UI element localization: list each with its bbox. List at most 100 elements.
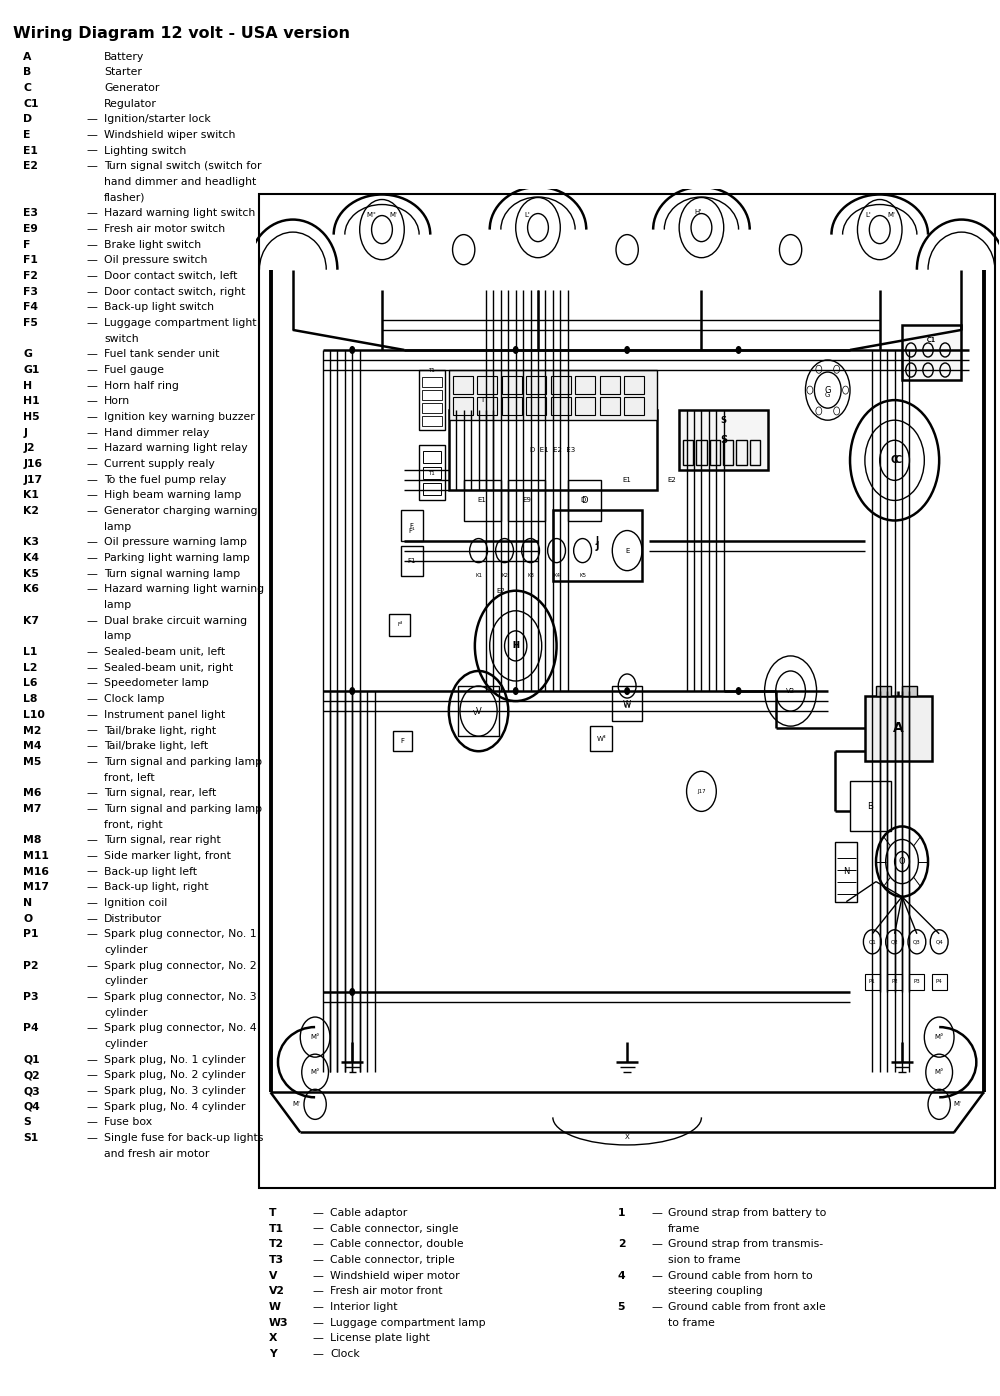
Text: —: —	[313, 1240, 323, 1249]
Text: C1: C1	[23, 99, 39, 109]
Text: —: —	[313, 1208, 323, 1217]
Text: cylinder: cylinder	[104, 1039, 148, 1048]
Text: Clock: Clock	[330, 1349, 360, 1358]
Text: Single fuse for back-up lights: Single fuse for back-up lights	[104, 1134, 263, 1143]
Text: Instrument panel light: Instrument panel light	[104, 709, 225, 720]
Text: Back-up light, right: Back-up light, right	[104, 882, 209, 892]
Text: Q3: Q3	[23, 1086, 40, 1096]
Text: —: —	[86, 726, 97, 736]
Text: Wiring Diagram 12 volt - USA version: Wiring Diagram 12 volt - USA version	[13, 27, 350, 42]
Text: F2: F2	[23, 271, 38, 281]
Text: Y: Y	[269, 1349, 276, 1358]
Text: frame: frame	[668, 1223, 700, 1234]
Text: flasher): flasher)	[104, 193, 146, 202]
Text: L6: L6	[23, 678, 38, 688]
Text: C: C	[23, 82, 31, 94]
Text: M16: M16	[23, 867, 49, 877]
Text: O: O	[23, 913, 32, 924]
Text: D: D	[23, 114, 32, 124]
Text: —: —	[86, 757, 97, 766]
Text: Spark plug connector, No. 1: Spark plug connector, No. 1	[104, 930, 257, 940]
Text: M4: M4	[23, 741, 42, 751]
Text: K5: K5	[23, 568, 39, 579]
Text: —: —	[313, 1302, 323, 1312]
Text: Parking light warning lamp: Parking light warning lamp	[104, 553, 250, 563]
Text: front, right: front, right	[104, 819, 163, 829]
Text: Turn signal and parking lamp: Turn signal and parking lamp	[104, 804, 262, 814]
Text: Turn signal and parking lamp: Turn signal and parking lamp	[104, 757, 262, 766]
Text: T3: T3	[269, 1255, 284, 1265]
Text: Ignition key warning buzzer: Ignition key warning buzzer	[104, 412, 255, 422]
Text: Speedometer lamp: Speedometer lamp	[104, 678, 209, 688]
Text: E: E	[23, 130, 31, 140]
Text: —: —	[86, 208, 97, 218]
Text: S: S	[23, 1117, 31, 1128]
Text: —: —	[86, 648, 97, 658]
Text: Turn signal, rear right: Turn signal, rear right	[104, 835, 221, 845]
Text: P2: P2	[23, 960, 39, 970]
Text: K1: K1	[23, 490, 39, 500]
Text: Back-up light left: Back-up light left	[104, 867, 197, 877]
Text: —: —	[86, 364, 97, 376]
Text: —: —	[86, 804, 97, 814]
Text: switch: switch	[104, 334, 139, 343]
Text: 2: 2	[618, 1240, 625, 1249]
Text: V2: V2	[269, 1286, 285, 1297]
Text: —: —	[86, 960, 97, 970]
Text: Turn signal switch (switch for: Turn signal switch (switch for	[104, 162, 262, 172]
Text: Hazard warning light relay: Hazard warning light relay	[104, 444, 248, 454]
Text: Oil pressure warning lamp: Oil pressure warning lamp	[104, 537, 247, 547]
Text: —: —	[86, 1086, 97, 1096]
Text: —: —	[86, 709, 97, 720]
Text: Battery: Battery	[104, 52, 144, 61]
Text: Sealed-beam unit, left: Sealed-beam unit, left	[104, 648, 225, 658]
Text: —: —	[313, 1286, 323, 1297]
Text: —: —	[86, 553, 97, 563]
Text: E3: E3	[23, 208, 38, 218]
Text: Side marker light, front: Side marker light, front	[104, 852, 231, 861]
Text: —: —	[86, 303, 97, 313]
Text: Turn signal, rear, left: Turn signal, rear, left	[104, 789, 216, 799]
Text: Spark plug, No. 3 cylinder: Spark plug, No. 3 cylinder	[104, 1086, 245, 1096]
Text: —: —	[86, 898, 97, 907]
Text: Fresh air motor front: Fresh air motor front	[330, 1286, 443, 1297]
Text: Brake light switch: Brake light switch	[104, 240, 201, 250]
Text: —: —	[652, 1240, 662, 1249]
Text: J17: J17	[23, 475, 42, 484]
Text: F1: F1	[23, 255, 38, 265]
Text: —: —	[86, 913, 97, 924]
Text: T2: T2	[269, 1240, 284, 1249]
Text: Fresh air motor switch: Fresh air motor switch	[104, 223, 225, 235]
Text: Luggage compartment light: Luggage compartment light	[104, 318, 257, 328]
Text: Spark plug, No. 1 cylinder: Spark plug, No. 1 cylinder	[104, 1054, 245, 1065]
Text: —: —	[313, 1270, 323, 1280]
Text: To the fuel pump relay: To the fuel pump relay	[104, 475, 226, 484]
Text: —: —	[313, 1223, 323, 1234]
Text: —: —	[86, 741, 97, 751]
Text: Spark plug connector, No. 4: Spark plug connector, No. 4	[104, 1023, 257, 1033]
Text: Luggage compartment lamp: Luggage compartment lamp	[330, 1318, 486, 1328]
Text: —: —	[86, 459, 97, 469]
Text: Door contact switch, left: Door contact switch, left	[104, 271, 237, 281]
Text: Ground strap from transmis-: Ground strap from transmis-	[668, 1240, 823, 1249]
Text: Q1: Q1	[23, 1054, 40, 1065]
Text: —: —	[313, 1255, 323, 1265]
Text: Lighting switch: Lighting switch	[104, 145, 186, 155]
Text: Hazard warning light warning: Hazard warning light warning	[104, 585, 264, 595]
Text: Fuse box: Fuse box	[104, 1117, 152, 1128]
Text: —: —	[86, 789, 97, 799]
Text: lamp: lamp	[104, 600, 131, 610]
Text: Fuel gauge: Fuel gauge	[104, 364, 164, 376]
Text: —: —	[86, 349, 97, 359]
Text: Ignition/starter lock: Ignition/starter lock	[104, 114, 211, 124]
Text: sion to frame: sion to frame	[668, 1255, 740, 1265]
Text: G: G	[23, 349, 32, 359]
Text: L1: L1	[23, 648, 38, 658]
Text: —: —	[86, 223, 97, 235]
Text: —: —	[86, 694, 97, 704]
Text: Q4: Q4	[23, 1101, 40, 1111]
Text: —: —	[86, 396, 97, 406]
Text: Generator: Generator	[104, 82, 159, 94]
Text: P3: P3	[23, 993, 39, 1002]
Text: Hazard warning light switch: Hazard warning light switch	[104, 208, 255, 218]
